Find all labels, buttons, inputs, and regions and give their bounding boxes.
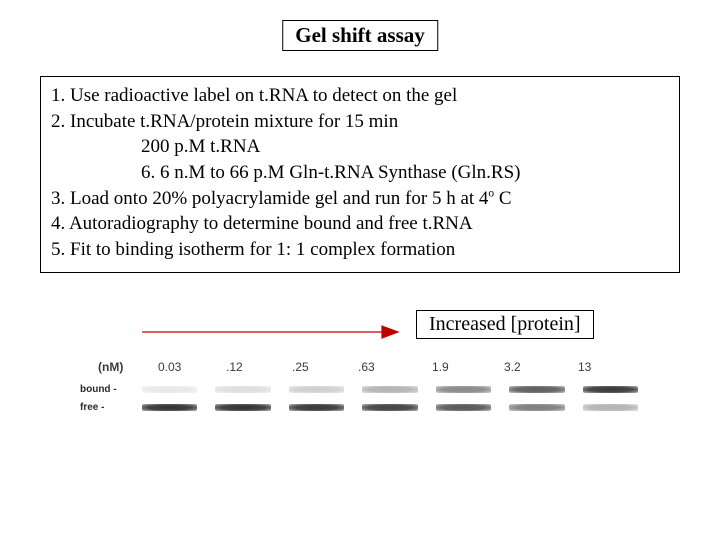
protocol-line-2: 2. Incubate t.RNA/protein mixture for 15… (51, 109, 669, 135)
protocol-line-4: 6. 6 n.M to 66 p.M Gln-t.RNA Synthase (G… (51, 160, 669, 186)
band-free (583, 404, 638, 411)
gel-conc-label: 13 (578, 360, 591, 374)
band-bound (215, 386, 270, 393)
protocol-line-1: 1. Use radioactive label on t.RNA to det… (51, 83, 669, 109)
gel-unit-label: (nM) (98, 360, 123, 374)
title-text: Gel shift assay (295, 23, 425, 47)
gel-lane (581, 380, 640, 426)
arrow-icon (140, 320, 400, 344)
gel-conc-label: 1.9 (432, 360, 449, 374)
band-free (289, 404, 344, 411)
gel-conc-label: 0.03 (158, 360, 181, 374)
protocol-line-6: 4. Autoradiography to determine bound an… (51, 211, 669, 237)
band-bound (362, 386, 417, 393)
gel-conc-label: .25 (292, 360, 309, 374)
row-label-free: free - (80, 402, 104, 413)
gel-conc-label: .63 (358, 360, 375, 374)
protocol-line-7: 5. Fit to binding isotherm for 1: 1 comp… (51, 237, 669, 263)
gel-conc-label: 3.2 (504, 360, 521, 374)
gel-lanes (140, 380, 640, 426)
gel-lane (507, 380, 566, 426)
protocol-line-3: 200 p.M t.RNA (51, 134, 669, 160)
gel-lane (434, 380, 493, 426)
gel-conc-label: .12 (226, 360, 243, 374)
title-box: Gel shift assay (282, 20, 438, 51)
gel-lane (213, 380, 272, 426)
protocol-line-5-pre: 3. Load onto 20% polyacrylamide gel and … (51, 188, 488, 209)
gel-header: (nM) 0.03 .12 .25 .63 1.9 3.2 13 (80, 360, 640, 378)
protocol-box: 1. Use radioactive label on t.RNA to det… (40, 76, 680, 273)
band-bound (509, 386, 564, 393)
band-free (215, 404, 270, 411)
increased-protein-box: Increased [protein] (416, 310, 594, 339)
gel-lane (287, 380, 346, 426)
row-label-bound: bound - (80, 384, 117, 395)
band-bound (289, 386, 344, 393)
increased-protein-text: Increased [protein] (429, 313, 581, 335)
protocol-line-5: 3. Load onto 20% polyacrylamide gel and … (51, 186, 669, 212)
gel-figure: (nM) 0.03 .12 .25 .63 1.9 3.2 13 bound - free - (80, 360, 640, 440)
band-free (436, 404, 491, 411)
band-free (142, 404, 197, 411)
protocol-line-5-post: C (494, 188, 511, 209)
band-bound (436, 386, 491, 393)
gel-lane (140, 380, 199, 426)
band-bound (142, 386, 197, 393)
band-free (362, 404, 417, 411)
arrow-region (140, 320, 400, 344)
band-free (509, 404, 564, 411)
gel-lane (360, 380, 419, 426)
band-bound (583, 386, 638, 393)
